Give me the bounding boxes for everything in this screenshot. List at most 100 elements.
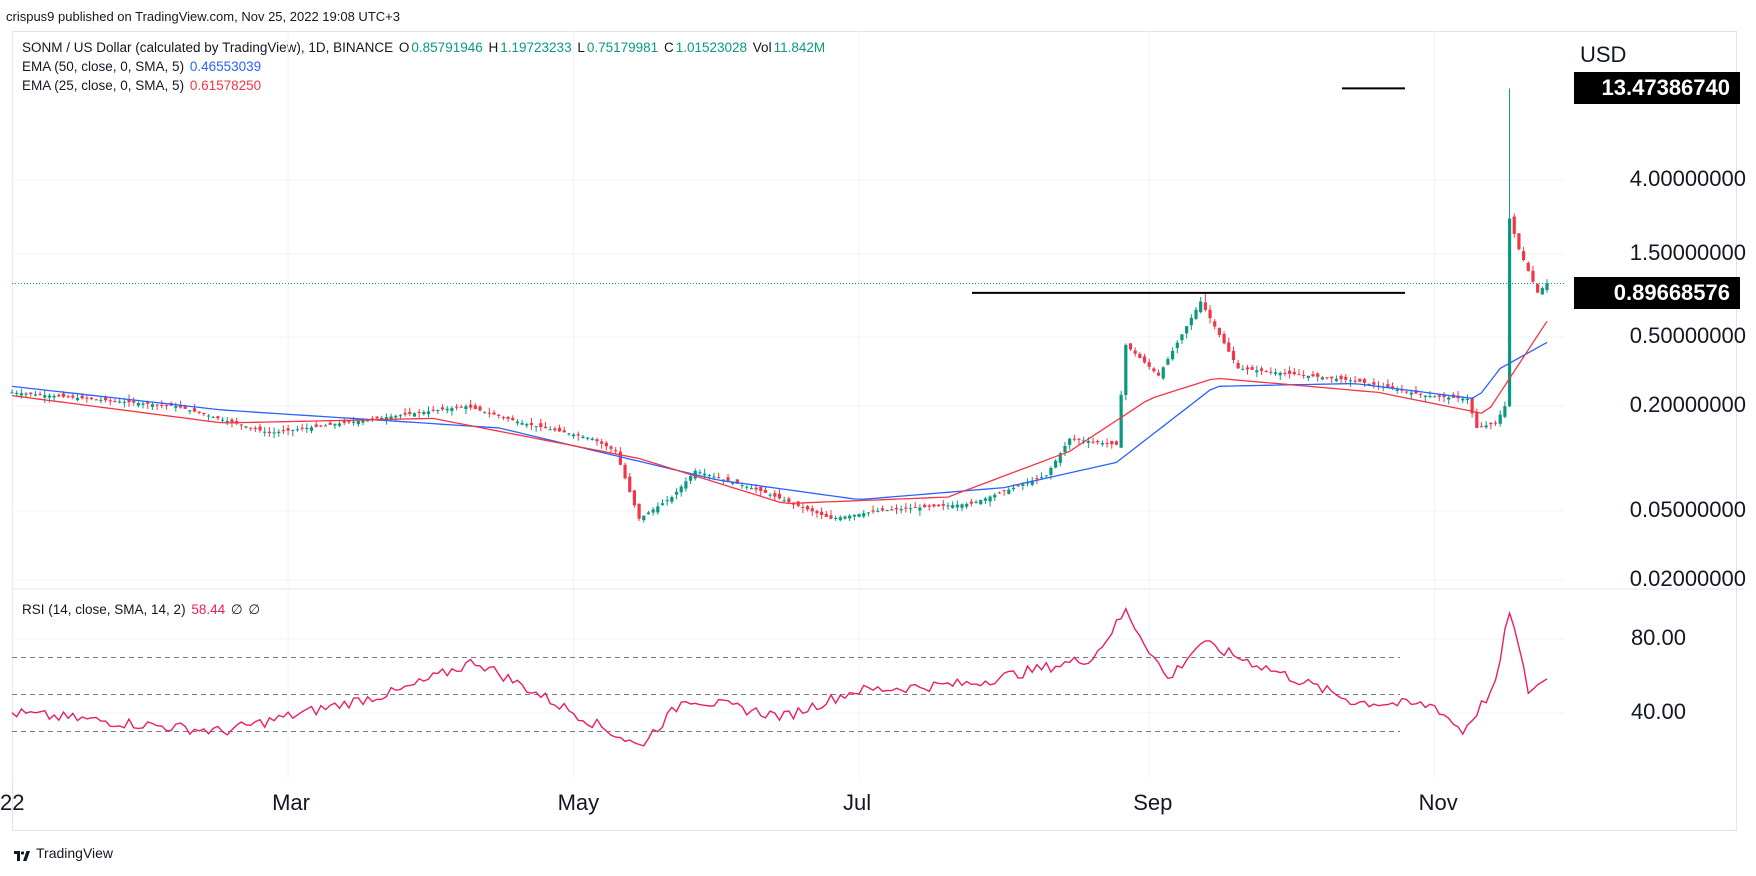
candle-body bbox=[1269, 371, 1273, 373]
candle-body bbox=[1447, 397, 1451, 400]
candle-body bbox=[660, 503, 665, 506]
candle-body bbox=[263, 431, 267, 433]
candle-body bbox=[19, 393, 23, 396]
candle-body bbox=[94, 399, 98, 401]
candle-body bbox=[880, 508, 885, 511]
candle-body bbox=[712, 476, 716, 478]
candle-body bbox=[1428, 395, 1432, 398]
candle-body bbox=[43, 395, 47, 398]
candle-body bbox=[15, 392, 19, 394]
candle-body bbox=[843, 516, 847, 519]
candle-body bbox=[1203, 302, 1207, 310]
candle-body bbox=[1231, 350, 1236, 361]
candle-body bbox=[192, 408, 197, 412]
candle-body bbox=[1297, 374, 1301, 376]
candle-body bbox=[1259, 368, 1264, 371]
candle-body bbox=[997, 492, 1002, 494]
candle-body bbox=[394, 415, 398, 418]
price-tick-label: 0.02000000 bbox=[1629, 566, 1746, 591]
candle-body bbox=[1007, 489, 1011, 494]
candle-body bbox=[993, 494, 997, 498]
candle-body bbox=[894, 508, 899, 510]
candle-body bbox=[932, 504, 936, 507]
footer-brand: TradingView bbox=[36, 845, 114, 861]
candle-body bbox=[1044, 475, 1048, 477]
candle-body bbox=[1147, 362, 1151, 367]
candle-body bbox=[1250, 367, 1254, 370]
candle-body bbox=[791, 503, 796, 505]
candle-body bbox=[450, 408, 454, 412]
rsi-extra-1: ∅ bbox=[230, 602, 243, 617]
price-tick-label: 0.20000000 bbox=[1629, 392, 1746, 418]
candle-body bbox=[1217, 328, 1222, 335]
candle-body bbox=[773, 493, 777, 497]
candle-body bbox=[576, 434, 580, 436]
candle-body bbox=[735, 479, 739, 484]
candle-body bbox=[777, 493, 782, 499]
candle-body bbox=[740, 485, 744, 487]
candle-body bbox=[136, 403, 140, 406]
candle-body bbox=[319, 425, 323, 427]
candle-body bbox=[1063, 446, 1067, 453]
candle-body bbox=[1320, 377, 1324, 380]
candle-body bbox=[258, 426, 262, 431]
ema25-legend: EMA (25, close, 0, SMA, 5) 0.61578250 bbox=[22, 78, 263, 93]
candle-body bbox=[1077, 438, 1081, 440]
candle-body bbox=[164, 405, 169, 407]
candle-body bbox=[1419, 393, 1423, 395]
candle-body bbox=[759, 486, 763, 492]
candle-body bbox=[309, 427, 314, 431]
candle-body bbox=[1353, 380, 1357, 382]
candle-body bbox=[651, 509, 655, 513]
candle-body bbox=[1536, 284, 1540, 293]
candle-body bbox=[314, 424, 318, 427]
candle-body bbox=[1110, 440, 1114, 445]
close-label: C bbox=[663, 40, 674, 55]
candle-body bbox=[731, 482, 735, 484]
candle-body bbox=[174, 406, 178, 408]
price-tick-label: 1.50000000 bbox=[1629, 240, 1746, 266]
candle-body bbox=[918, 507, 922, 511]
candle-body bbox=[1222, 333, 1226, 344]
candle-body bbox=[848, 515, 852, 519]
candle-body bbox=[642, 515, 646, 521]
candle-body bbox=[342, 421, 346, 423]
candle-body bbox=[1128, 343, 1133, 350]
candle-body bbox=[253, 428, 257, 430]
candle-body bbox=[483, 411, 487, 413]
candle-body bbox=[614, 450, 618, 452]
candle-body bbox=[80, 395, 84, 399]
candle-body bbox=[398, 415, 403, 417]
volume-label: Vol bbox=[752, 40, 772, 55]
ema50-line bbox=[11, 341, 1548, 500]
candle-body bbox=[1016, 485, 1020, 487]
candle-body bbox=[1030, 480, 1034, 485]
candle-body bbox=[38, 394, 42, 396]
candle-body bbox=[1344, 376, 1348, 380]
candle-body bbox=[1241, 368, 1245, 370]
candle-body bbox=[47, 395, 52, 398]
candle-body bbox=[220, 419, 225, 421]
candle-body bbox=[820, 511, 824, 516]
candle-body bbox=[216, 416, 220, 419]
candle-body bbox=[707, 475, 711, 477]
rsi-value: 58.44 bbox=[191, 602, 226, 617]
candle-body bbox=[352, 421, 356, 423]
candle-body bbox=[211, 416, 215, 418]
publisher-line: crispus9 published on TradingView.com, N… bbox=[6, 9, 400, 24]
candle-body bbox=[1358, 378, 1362, 382]
candle-body bbox=[965, 503, 969, 507]
x-tick-label: Nov bbox=[1418, 790, 1458, 815]
symbol-title: SONM / US Dollar (calculated by TradingV… bbox=[22, 40, 394, 55]
candle-body bbox=[469, 404, 473, 408]
candle-body bbox=[768, 494, 772, 496]
candle-body bbox=[1082, 440, 1086, 442]
candle-body bbox=[1236, 362, 1240, 369]
candle-body bbox=[703, 473, 707, 476]
candle-body bbox=[66, 396, 70, 398]
candle-body bbox=[1208, 309, 1212, 319]
candle-body bbox=[1311, 374, 1315, 377]
candle-body bbox=[1161, 367, 1165, 379]
candle-body bbox=[1245, 367, 1250, 370]
